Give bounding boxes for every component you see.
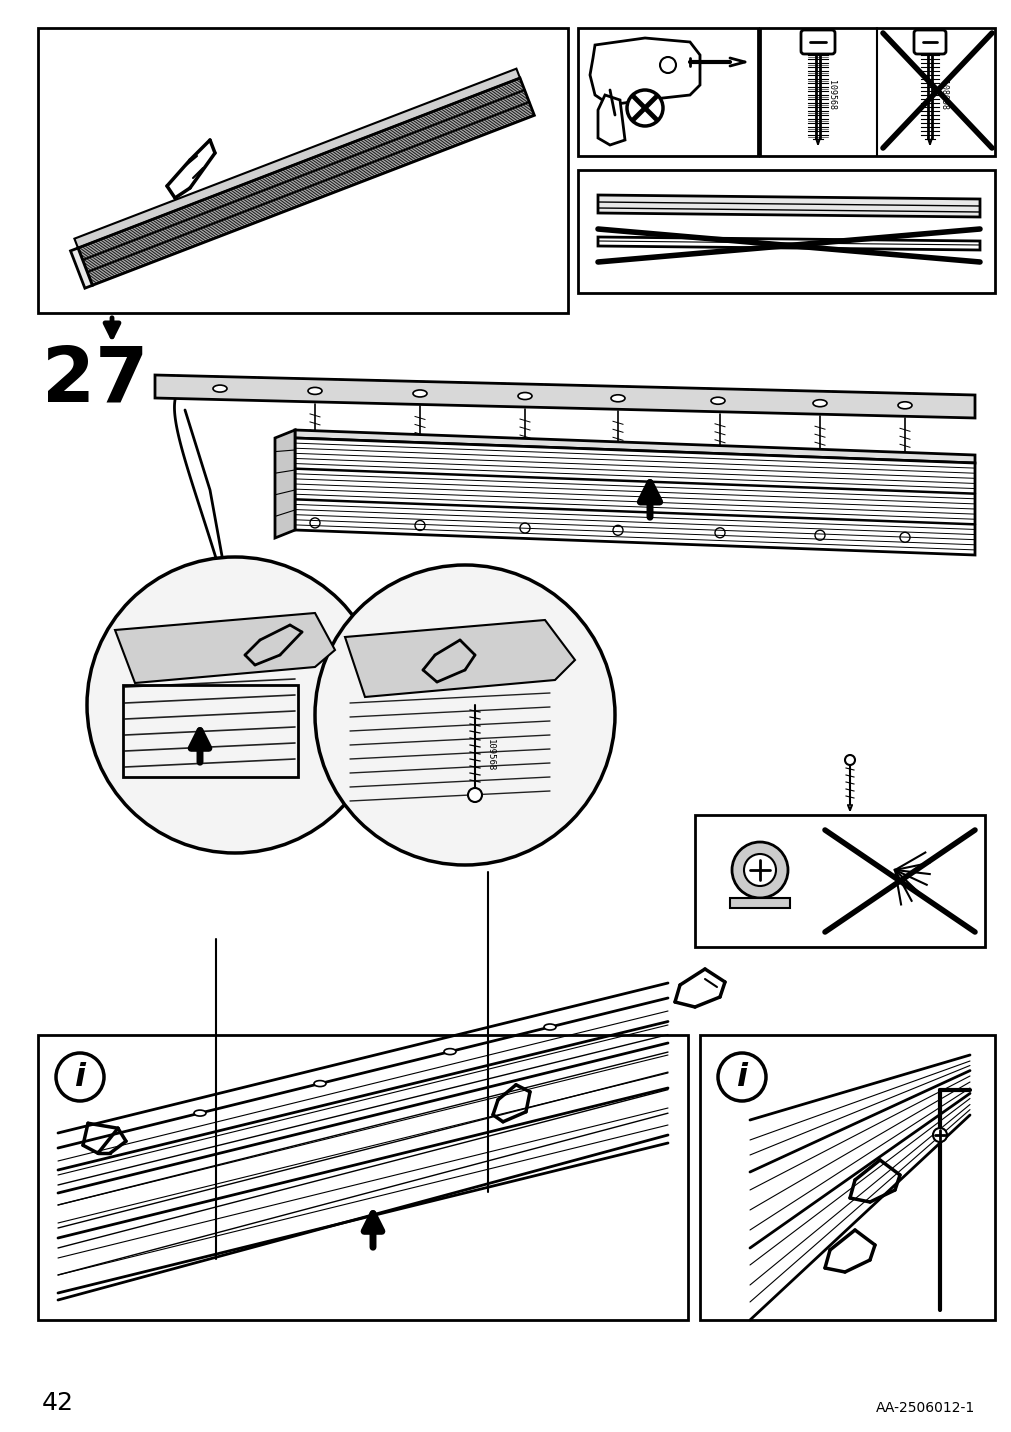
Ellipse shape (194, 1110, 206, 1116)
Text: 109568: 109568 (827, 80, 836, 110)
Bar (577, 29, 757, 156)
Circle shape (314, 566, 615, 865)
Ellipse shape (812, 400, 826, 407)
Polygon shape (275, 430, 295, 538)
Polygon shape (345, 620, 574, 697)
Bar (729, 898, 790, 908)
Circle shape (56, 1053, 104, 1101)
Polygon shape (598, 195, 979, 218)
Circle shape (717, 1053, 765, 1101)
Polygon shape (78, 77, 534, 285)
Ellipse shape (897, 402, 911, 408)
Circle shape (467, 788, 481, 802)
Ellipse shape (544, 1024, 555, 1030)
Circle shape (932, 1128, 946, 1141)
FancyBboxPatch shape (801, 30, 834, 54)
Circle shape (415, 520, 425, 530)
Text: 42: 42 (42, 1390, 74, 1415)
Circle shape (899, 533, 909, 543)
Circle shape (520, 523, 530, 533)
Ellipse shape (313, 1081, 326, 1087)
Circle shape (715, 528, 724, 538)
Polygon shape (75, 69, 520, 248)
Ellipse shape (711, 397, 724, 404)
Circle shape (659, 57, 675, 73)
Bar (695, 815, 984, 947)
Bar (123, 684, 297, 778)
Polygon shape (295, 438, 974, 556)
Polygon shape (115, 613, 335, 683)
Polygon shape (589, 39, 700, 105)
Bar (759, 29, 994, 156)
Ellipse shape (611, 395, 625, 402)
Polygon shape (598, 238, 979, 251)
Polygon shape (155, 375, 974, 418)
Bar (577, 170, 994, 294)
Polygon shape (71, 248, 92, 288)
Ellipse shape (307, 388, 321, 394)
Text: 27: 27 (42, 344, 149, 417)
Text: AA-2506012-1: AA-2506012-1 (875, 1400, 974, 1415)
Text: i: i (75, 1063, 85, 1094)
Polygon shape (598, 95, 625, 145)
Circle shape (814, 530, 824, 540)
Text: 108098: 108098 (938, 80, 947, 110)
Ellipse shape (412, 390, 427, 397)
Ellipse shape (444, 1048, 456, 1054)
Circle shape (87, 557, 382, 853)
Circle shape (309, 518, 319, 528)
FancyBboxPatch shape (913, 30, 945, 54)
Bar (700, 1035, 994, 1320)
Ellipse shape (518, 392, 532, 400)
Circle shape (627, 90, 662, 126)
Bar (38, 29, 567, 314)
Ellipse shape (212, 385, 226, 392)
Circle shape (743, 853, 775, 886)
Circle shape (613, 526, 623, 536)
Circle shape (731, 842, 788, 898)
Circle shape (844, 755, 854, 765)
Polygon shape (295, 430, 974, 463)
Bar (38, 1035, 687, 1320)
Text: 109568: 109568 (485, 739, 494, 770)
Text: i: i (736, 1063, 747, 1094)
